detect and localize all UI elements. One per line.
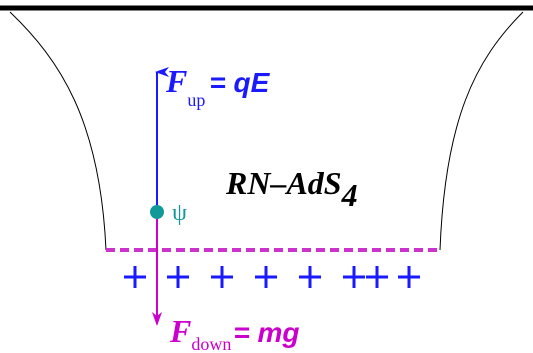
diagram: ψ Fup= qE RN–AdS4 Fdown= mg (0, 0, 533, 353)
field-particle (150, 205, 164, 219)
field-label: ψ (172, 200, 187, 226)
equation: = mg (233, 317, 299, 348)
left-wall (10, 12, 106, 250)
name: RN–AdS (225, 165, 342, 201)
force-down-label: Fdown= mg (169, 313, 299, 353)
spacetime-label: RN–AdS4 (225, 165, 358, 213)
charges (124, 266, 420, 288)
subscript: down (191, 334, 231, 353)
right-wall (440, 12, 523, 250)
subscript: 4 (341, 177, 358, 213)
symbol: F (169, 313, 191, 349)
equation: = qE (209, 67, 270, 98)
force-up-label: Fup= qE (165, 63, 271, 110)
subscript: up (187, 90, 205, 110)
symbol: F (165, 63, 187, 99)
